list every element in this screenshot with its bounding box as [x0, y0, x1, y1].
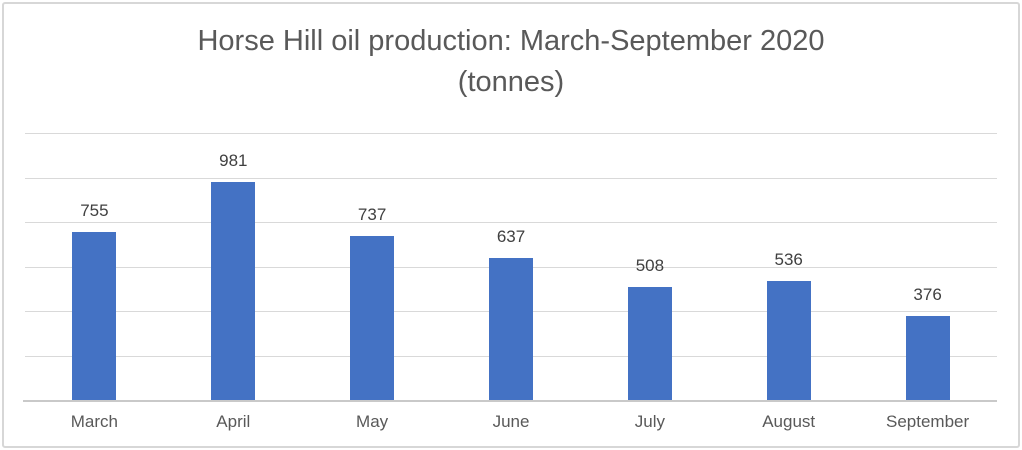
- data-label-may: 737: [357, 205, 387, 225]
- bar-april: [211, 182, 256, 400]
- category-label-may: May: [356, 412, 389, 431]
- category-label-march: March: [70, 412, 118, 431]
- data-label-april: 981: [219, 151, 248, 170]
- category-label-september: September: [886, 412, 970, 431]
- x-axis-line: [23, 400, 997, 402]
- data-label-september: 376: [913, 285, 942, 305]
- bar-july: [627, 287, 672, 400]
- data-label-august: 536: [774, 249, 803, 269]
- bar-september: [905, 316, 950, 400]
- data-label-july: 508: [635, 256, 665, 276]
- category-label-august: August: [762, 412, 816, 431]
- category-label-june: June: [492, 412, 530, 431]
- chart-title-line-1: Horse Hill oil production: March-Septemb…: [197, 25, 825, 57]
- category-label-july: July: [634, 412, 665, 431]
- bar-may: [350, 236, 395, 400]
- data-label-march: 755: [80, 201, 109, 221]
- data-label-june: 637: [496, 227, 526, 247]
- bar-june: [489, 258, 533, 400]
- category-label-april: April: [216, 412, 251, 431]
- gridline-800: [25, 222, 997, 224]
- chart-title-line-2: (tonnes): [457, 66, 565, 98]
- gridline-1000: [25, 177, 997, 179]
- bar-august: [766, 280, 811, 400]
- chart-title: Horse Hill oil production: March-Septemb…: [0, 21, 1022, 103]
- gridline-1200: [25, 133, 997, 135]
- bar-march: [72, 232, 117, 400]
